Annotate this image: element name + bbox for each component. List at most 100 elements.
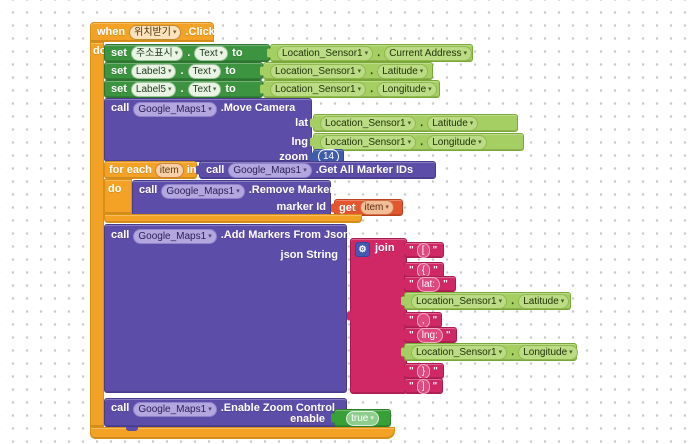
component-dropdown[interactable]: 주소표시 ▾ <box>130 45 184 61</box>
logic-value: true <box>351 412 369 424</box>
text-value-field[interactable]: , <box>416 312 430 328</box>
for-each-foot[interactable] <box>104 214 362 223</box>
method-name: .Get All Marker IDs <box>315 164 414 176</box>
getter-latitude[interactable]: Location_Sensor1 ▾ . Latitude ▾ <box>263 62 433 80</box>
component-name: Location_Sensor1 <box>275 65 356 77</box>
dropdown-icon: ▾ <box>172 28 177 36</box>
when-event-block[interactable]: when 위치받기 ▾ .Click <box>90 22 215 42</box>
dropdown-icon: ▾ <box>303 166 307 174</box>
join-text-block[interactable]: ⚙ join <box>350 238 407 394</box>
text-string-block[interactable]: " [ " <box>404 242 444 258</box>
component-dropdown[interactable]: Google_Maps1 ▾ <box>228 162 312 178</box>
call-remove-marker-block[interactable]: call Google_Maps1 ▾ .Remove Marker <box>132 180 334 218</box>
text-string-block[interactable]: " lat: " <box>404 276 456 292</box>
property-name: Text <box>199 47 218 59</box>
component-dropdown[interactable]: Google_Maps1 ▾ <box>133 402 217 417</box>
set-block-label3[interactable]: set Label3 ▾ . Text ▾ to <box>104 62 263 80</box>
open-quote: " <box>409 264 414 276</box>
text-value-field[interactable]: [ <box>416 242 430 258</box>
component-dropdown[interactable]: Location_Sensor1 ▾ <box>270 81 367 97</box>
property-dropdown[interactable]: Longitude ▾ <box>377 81 437 97</box>
text-string-block[interactable]: " ] " <box>404 378 443 394</box>
dropdown-icon: ▾ <box>236 188 240 195</box>
dropdown-icon: ▾ <box>469 119 474 127</box>
component-dropdown[interactable]: Location_Sensor1 ▾ <box>411 344 508 360</box>
property-dropdown[interactable]: Latitude ▾ <box>427 115 479 131</box>
to-keyword: to <box>225 83 236 95</box>
call-add-markers-block[interactable]: call Google_Maps1 ▾ .Add Markers From Jso… <box>104 224 350 393</box>
set-block-label5[interactable]: set Label5 ▾ . Text ▾ to <box>104 80 263 98</box>
close-quote: " <box>432 380 438 392</box>
getter-longitude[interactable]: Location_Sensor1 ▾ . Longitude ▾ <box>404 343 578 361</box>
component-dropdown[interactable]: Location_Sensor1 ▾ <box>277 45 374 61</box>
text-string-block[interactable]: " , " <box>404 312 442 328</box>
dropdown-icon: ▾ <box>407 119 412 127</box>
component-dropdown[interactable]: Location_Sensor1 ▾ <box>320 134 417 150</box>
when-block-foot[interactable] <box>90 427 395 439</box>
when-block-left-bar[interactable]: do <box>90 42 106 427</box>
getter-longitude[interactable]: Location_Sensor1 ▾ . Longitude ▾ <box>263 80 440 98</box>
component-name: Google_Maps1 <box>138 231 207 242</box>
component-dropdown[interactable]: Label3 ▾ <box>130 63 177 79</box>
getter-latitude[interactable]: Location_Sensor1 ▾ . Latitude ▾ <box>313 114 518 132</box>
dot-separator: . <box>370 65 374 77</box>
text-value: , <box>421 314 425 326</box>
property-dropdown[interactable]: Current Address ▾ <box>384 45 472 61</box>
text-value: lat: <box>421 278 436 290</box>
getter-longitude[interactable]: Location_Sensor1 ▾ . Longitude ▾ <box>313 133 524 151</box>
property-name: Longitude <box>432 136 477 148</box>
text-value-field[interactable]: lat: <box>416 276 441 292</box>
variable-dropdown[interactable]: item ▾ <box>359 200 394 215</box>
component-dropdown[interactable]: Google_Maps1 ▾ <box>133 229 217 244</box>
component-dropdown[interactable]: Label5 ▾ <box>130 81 177 97</box>
component-dropdown[interactable]: Location_Sensor1 ▾ <box>320 115 417 131</box>
component-dropdown[interactable]: Location_Sensor1 ▾ <box>270 63 367 79</box>
method-name: .Move Camera <box>220 102 296 114</box>
to-keyword: to <box>232 47 243 59</box>
open-quote: " <box>409 278 414 290</box>
variable-name: item <box>364 202 384 213</box>
component-name: Google_Maps1 <box>233 164 302 176</box>
property-dropdown[interactable]: Text ▾ <box>187 81 222 97</box>
dot-separator: . <box>187 47 191 59</box>
get-variable-block[interactable]: get item ▾ <box>334 199 403 216</box>
text-value-field[interactable]: { <box>416 262 431 278</box>
property-dropdown[interactable]: Latitude ▾ <box>518 293 570 309</box>
dot-separator: . <box>370 83 374 95</box>
open-quote: " <box>409 365 414 377</box>
logic-value-dropdown[interactable]: true ▾ <box>346 410 379 426</box>
for-each-block[interactable]: for each item in list <box>104 161 215 179</box>
call-get-all-marker-ids-block[interactable]: call Google_Maps1 ▾ .Get All Marker IDs <box>199 161 436 179</box>
loop-variable-field[interactable]: item <box>154 162 184 178</box>
for-each-left-bar[interactable]: do <box>104 179 132 214</box>
logic-true-block[interactable]: true ▾ <box>334 409 391 427</box>
property-dropdown[interactable]: Longitude ▾ <box>518 344 578 360</box>
set-keyword: set <box>111 47 127 59</box>
mutator-gear-icon[interactable]: ⚙ <box>355 242 370 257</box>
component-name: Location_Sensor1 <box>325 117 406 129</box>
getter-current-address[interactable]: Location_Sensor1 ▾ . Current Address ▾ <box>270 44 473 62</box>
component-dropdown[interactable]: Location_Sensor1 ▾ <box>411 293 508 309</box>
call-enable-zoom-block[interactable]: call Google_Maps1 ▾ .Enable Zoom Control <box>104 398 347 427</box>
component-dropdown[interactable]: Google_Maps1 ▾ <box>133 102 217 117</box>
component-dropdown[interactable]: Google_Maps1 ▾ <box>161 184 245 199</box>
event-component-dropdown[interactable]: 위치받기 ▾ <box>129 24 182 40</box>
text-string-block[interactable]: " lng: " <box>404 327 457 343</box>
property-dropdown[interactable]: Latitude ▾ <box>377 63 429 79</box>
getter-latitude[interactable]: Location_Sensor1 ▾ . Latitude ▾ <box>404 292 571 310</box>
variable-name: item <box>159 164 179 176</box>
set-block-address[interactable]: set 주소표시 ▾ . Text ▾ to <box>104 44 270 62</box>
text-value-field[interactable]: ] <box>416 378 430 394</box>
text-value-field[interactable]: lng: <box>416 327 443 343</box>
dot-separator: . <box>420 136 424 148</box>
property-dropdown[interactable]: Text ▾ <box>187 63 222 79</box>
call-move-camera-block[interactable]: call Google_Maps1 ▾ .Move Camera <box>104 98 312 162</box>
text-value-field[interactable]: } <box>416 363 431 379</box>
property-dropdown[interactable]: Longitude ▾ <box>427 134 487 150</box>
call-keyword: call <box>111 102 130 114</box>
component-name: Location_Sensor1 <box>416 295 497 307</box>
component-name: Location_Sensor1 <box>282 47 363 59</box>
property-dropdown[interactable]: Text ▾ <box>194 45 229 61</box>
text-string-block[interactable]: " } " <box>404 363 444 379</box>
